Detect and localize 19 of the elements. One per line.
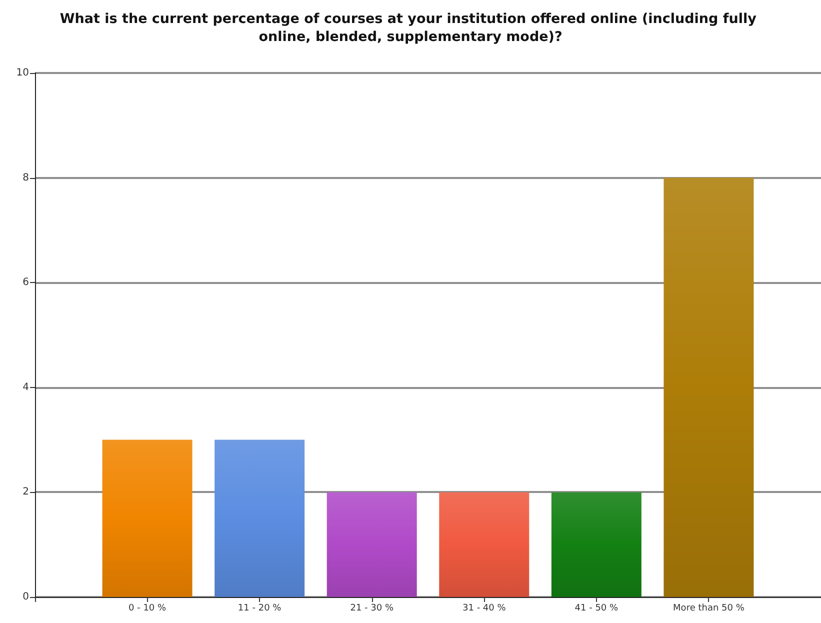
y-tick-label: 10 (16, 68, 29, 78)
y-tick-label: 0 (22, 592, 29, 602)
x-tick-label: 21 - 30 % (350, 604, 394, 614)
bar (439, 492, 530, 597)
y-tick-label: 2 (22, 486, 29, 498)
chart-title: What is the current percentage of courses at your institution offered online (including fully online, blended, supplementary mode)? (60, 11, 762, 45)
x-tick-label: More than 50 % (673, 604, 745, 614)
bar (326, 492, 417, 597)
y-tick-label: 4 (22, 382, 29, 393)
bar (664, 178, 754, 597)
x-tick-label: 31 - 40 % (462, 604, 506, 614)
x-tick-label: 11 - 20 % (238, 604, 282, 614)
bar (102, 440, 192, 597)
bar (551, 492, 642, 597)
x-tick-label: 41 - 50 % (574, 604, 619, 614)
y-tick-label: 8 (22, 172, 29, 184)
y-tick-label: 6 (22, 277, 29, 288)
x-tick-label: 0 - 10 % (128, 604, 167, 614)
bar (214, 440, 305, 597)
